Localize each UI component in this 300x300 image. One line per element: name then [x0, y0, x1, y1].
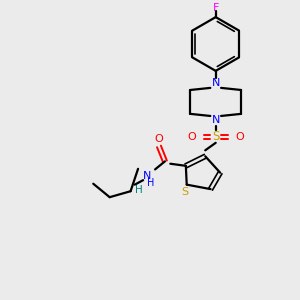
Text: H: H	[135, 185, 143, 195]
Text: O: O	[235, 132, 244, 142]
Text: H: H	[147, 178, 155, 188]
Text: O: O	[188, 132, 196, 142]
Text: S: S	[212, 130, 219, 143]
Text: N: N	[143, 171, 151, 181]
Text: O: O	[154, 134, 163, 144]
Text: N: N	[212, 116, 220, 125]
Text: S: S	[182, 187, 189, 197]
Text: N: N	[212, 78, 220, 88]
Text: F: F	[212, 3, 219, 13]
